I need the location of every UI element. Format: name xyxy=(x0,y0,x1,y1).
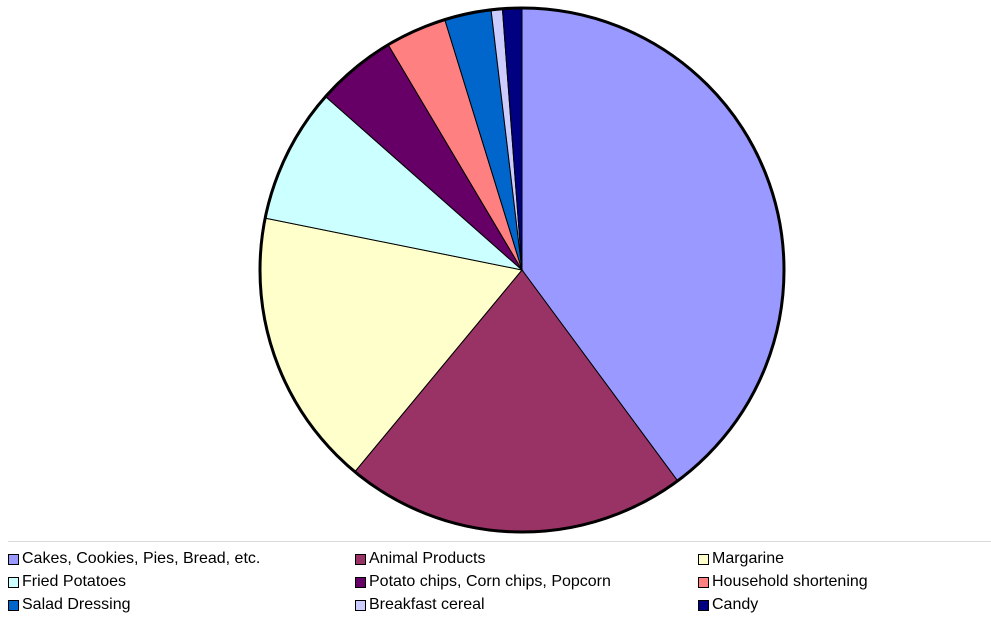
legend-swatch xyxy=(355,576,366,588)
legend-label: Breakfast cereal xyxy=(369,596,485,613)
legend-label: Animal Products xyxy=(369,550,486,567)
legend-swatch xyxy=(8,576,19,588)
legend-swatch xyxy=(698,576,709,588)
legend-item: Margarine xyxy=(698,550,784,568)
legend-item: Salad Dressing xyxy=(8,596,131,614)
legend-swatch xyxy=(698,599,709,611)
legend-swatch xyxy=(698,553,709,565)
legend-item: Breakfast cereal xyxy=(355,596,485,614)
legend-label: Household shortening xyxy=(712,573,868,590)
legend-item: Potato chips, Corn chips, Popcorn xyxy=(355,573,611,591)
legend-swatch xyxy=(8,599,19,611)
legend-label: Margarine xyxy=(712,550,785,567)
legend-item: Cakes, Cookies, Pies, Bread, etc. xyxy=(8,550,260,568)
legend-label: Candy xyxy=(712,596,759,613)
legend-item: Fried Potatoes xyxy=(8,573,126,591)
chart-legend: Cakes, Cookies, Pies, Bread, etc. Animal … xyxy=(8,541,991,622)
legend-item: Candy xyxy=(698,596,758,614)
legend-swatch xyxy=(355,599,366,611)
legend-label: Cakes, Cookies, Pies, Bread, etc. xyxy=(22,550,261,567)
legend-label: Potato chips, Corn chips, Popcorn xyxy=(369,573,611,590)
legend-label: Salad Dressing xyxy=(22,596,131,613)
pie-chart xyxy=(258,6,786,534)
legend-item: Household shortening xyxy=(698,573,868,591)
legend-label: Fried Potatoes xyxy=(22,573,127,590)
legend-swatch xyxy=(355,553,366,565)
pie-outline xyxy=(258,6,786,534)
legend-item: Animal Products xyxy=(355,550,486,568)
legend-swatch xyxy=(8,553,19,565)
